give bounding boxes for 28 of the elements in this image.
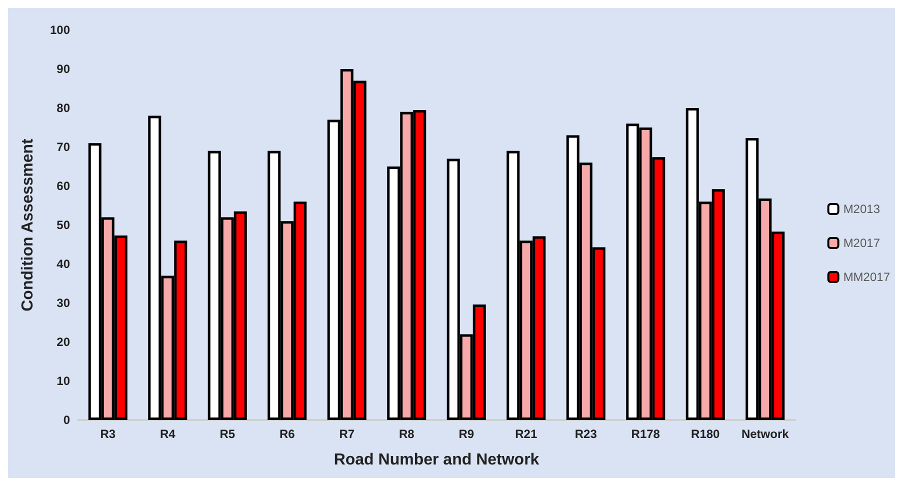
- y-tick-label: 100: [50, 23, 70, 37]
- x-tick-label: R6: [279, 427, 296, 441]
- x-tick-label: R4: [160, 427, 176, 441]
- legend-label: M2017: [843, 236, 880, 250]
- legend-label: MM2017: [843, 270, 890, 284]
- legend-label: M2013: [843, 202, 880, 216]
- y-axis-title: Condition Assessment: [20, 138, 36, 312]
- y-tick-label: 30: [56, 296, 70, 310]
- x-axis-title: Road Number and Network: [334, 452, 540, 468]
- y-tick-label: 0: [63, 413, 70, 427]
- x-tick-label: R9: [458, 427, 474, 441]
- y-tick-label: 20: [56, 335, 70, 349]
- x-tick-label: R21: [515, 427, 538, 441]
- y-tick-label: 80: [56, 101, 70, 115]
- x-tick-label: R178: [631, 427, 660, 441]
- y-tick-label: 70: [56, 140, 70, 154]
- y-tick-label: 90: [56, 62, 70, 76]
- y-tick-label: 60: [56, 179, 70, 193]
- x-tick-label: R8: [398, 427, 415, 441]
- x-tick-label: R7: [339, 427, 355, 441]
- y-tick-label: 40: [56, 257, 70, 271]
- x-tick-label: R3: [100, 427, 116, 441]
- y-tick-label: 50: [56, 218, 70, 232]
- x-tick-label: Network: [741, 427, 790, 441]
- y-tick-label: 10: [56, 374, 70, 388]
- x-tick-label: R5: [220, 427, 236, 441]
- x-tick-label: R180: [691, 427, 720, 441]
- x-tick-label: R23: [574, 427, 598, 441]
